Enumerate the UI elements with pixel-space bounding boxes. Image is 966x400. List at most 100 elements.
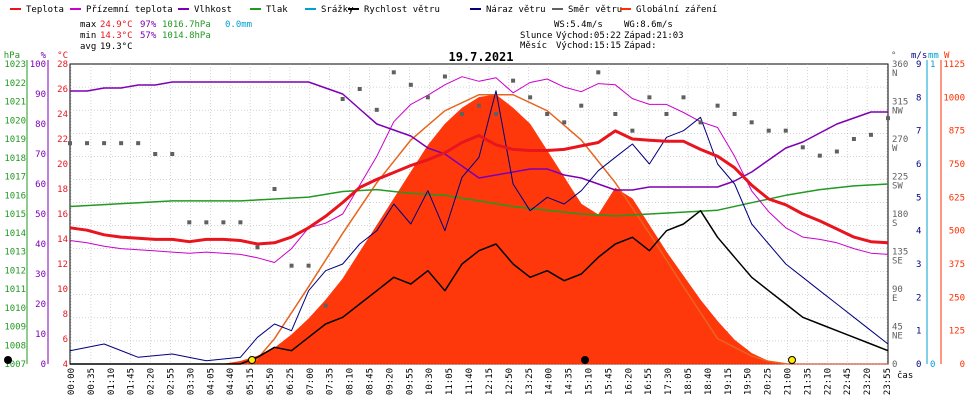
dir-tick-label: 0 — [892, 360, 897, 370]
wind-dir-point — [85, 141, 90, 146]
wind-dir-point — [698, 120, 703, 125]
x-tick-label: 07:35 — [326, 368, 336, 395]
x-tick-label: 06:25 — [286, 368, 296, 395]
temp-tick-label: 12 — [57, 260, 68, 270]
hpa-tick-label: 1022 — [4, 79, 26, 89]
series-line — [69, 129, 889, 246]
wind-dir-point — [204, 220, 209, 225]
solar-theory-line — [252, 93, 788, 365]
info-ws: WS:5.4m/s — [554, 20, 603, 30]
x-tick-label: 16:55 — [644, 368, 654, 395]
dir-dir-label: SW — [892, 182, 903, 192]
ms-tick-label: 6 — [916, 160, 921, 170]
stat-min-temp: 14.3°C — [100, 31, 133, 41]
dir-dir-label: E — [892, 294, 897, 304]
x-tick-label: 23:20 — [863, 368, 873, 395]
wind-dir-point — [613, 112, 618, 116]
wind-dir-point — [562, 120, 567, 125]
wind-dir-point — [289, 263, 294, 268]
temp-tick-label: 26 — [57, 85, 68, 95]
x-tick-label: 22:45 — [843, 368, 853, 395]
hpa-tick-label: 1010 — [4, 304, 26, 314]
axes: 00:00 00:35 01:10 01:45 02:20 02:55 03:30 04:05… — [4, 51, 965, 395]
x-tick-label: 03:30 — [186, 368, 196, 395]
solar-area — [70, 94, 888, 365]
stat-max-hum: 97% — [140, 20, 157, 30]
hpa-tick-label: 1011 — [4, 285, 26, 295]
wind-dir-point — [766, 128, 771, 133]
legend: Teplota Přízemní teplota Vlhkost Tlak Srážky… — [10, 5, 717, 15]
dir-dir-label: W — [892, 144, 898, 154]
wind-dir-point — [306, 263, 311, 268]
stat-avg-label: avg — [80, 42, 96, 52]
x-tick-label: 11:40 — [465, 368, 475, 395]
ms-tick-label: 2 — [916, 293, 921, 303]
x-tick-label: 12:50 — [505, 368, 515, 395]
temp-tick-label: 10 — [57, 285, 68, 295]
hpa-unit-label: hPa — [4, 51, 20, 61]
x-tick-label: 20:25 — [764, 368, 774, 395]
hpa-tick-label: 1020 — [4, 116, 26, 126]
ms-tick-label: 1 — [916, 327, 921, 337]
wind-dir-point — [886, 116, 890, 121]
x-tick-label: 01:10 — [107, 368, 117, 395]
wind-dir-point — [579, 103, 584, 108]
x-tick-label: 11:05 — [445, 368, 455, 395]
legend-item-humidity: Vlhkost — [194, 5, 232, 15]
mm-unit-label: mm — [928, 51, 939, 61]
info-moon-label: Měsíc — [520, 41, 547, 51]
wm2-tick-label: 500 — [949, 227, 965, 237]
wind-dir-point — [391, 70, 396, 75]
wind-dir-point — [494, 112, 499, 116]
pct-tick-label: 0 — [41, 360, 46, 370]
pct-tick-label: 90 — [35, 90, 46, 100]
legend-item-dew: Přízemní teplota — [86, 5, 173, 15]
hpa-tick-label: 1013 — [4, 248, 26, 258]
series-line — [70, 209, 889, 365]
temp-tick-label: 20 — [57, 160, 68, 170]
x-tick-label: 07:00 — [306, 368, 316, 395]
pct-tick-label: 50 — [35, 210, 46, 220]
wind-dir-point — [408, 82, 413, 87]
wind-dir-point — [528, 95, 533, 100]
wind-dir-point — [153, 152, 158, 156]
wm2-tick-label: 1125 — [943, 60, 965, 70]
wind-dir-point — [545, 112, 550, 116]
pct-tick-label: 30 — [35, 270, 46, 280]
wind-dir-point — [357, 87, 362, 91]
x-tick-label: 13:25 — [525, 368, 535, 395]
temp-tick-label: 6 — [63, 335, 68, 345]
wind-dir-point — [170, 152, 175, 156]
wind-dir-point — [664, 112, 669, 116]
stat-min-hum: 57% — [140, 31, 157, 41]
moon-marker-left — [4, 356, 12, 364]
temp-tick-label: 16 — [57, 210, 68, 220]
ms-tick-label: 5 — [916, 193, 921, 203]
wind-dir-point — [425, 95, 430, 100]
x-tick-label: 14:00 — [545, 368, 555, 395]
x-tick-label: 08:45 — [366, 368, 376, 395]
stat-max-temp: 24.9°C — [100, 20, 133, 30]
wind-dir-point — [102, 141, 107, 146]
wm2-tick-label: 875 — [949, 127, 965, 137]
dir-unit-label: ° — [891, 51, 896, 61]
wm2-tick-label: 375 — [949, 260, 965, 270]
wind-dir-point — [851, 137, 856, 141]
dir-tick-label: 315 — [892, 98, 908, 108]
stats-block: max 24.9°C 97% 1016.7hPa 0.0mm min 14.3°… — [80, 20, 252, 52]
hpa-tick-label: 1016 — [4, 191, 26, 201]
legend-item-solar: Globální záření — [636, 5, 717, 15]
x-tick-label: 00:35 — [87, 368, 97, 395]
x-tick-label: 15:10 — [584, 368, 594, 395]
pct-tick-label: 100 — [30, 60, 46, 70]
hpa-tick-label: 1017 — [4, 173, 26, 183]
x-tick-label: 14:35 — [565, 368, 575, 395]
wind-dir-point — [783, 128, 788, 133]
x-tick-label: 17:30 — [664, 368, 674, 395]
x-tick-label: 05:15 — [246, 368, 256, 395]
x-tick-label: 08:10 — [346, 368, 356, 395]
wind-dir-point — [119, 141, 124, 146]
hpa-tick-label: 1019 — [4, 135, 26, 145]
sunrise-marker — [248, 356, 256, 364]
wind-dir-point — [272, 187, 277, 191]
